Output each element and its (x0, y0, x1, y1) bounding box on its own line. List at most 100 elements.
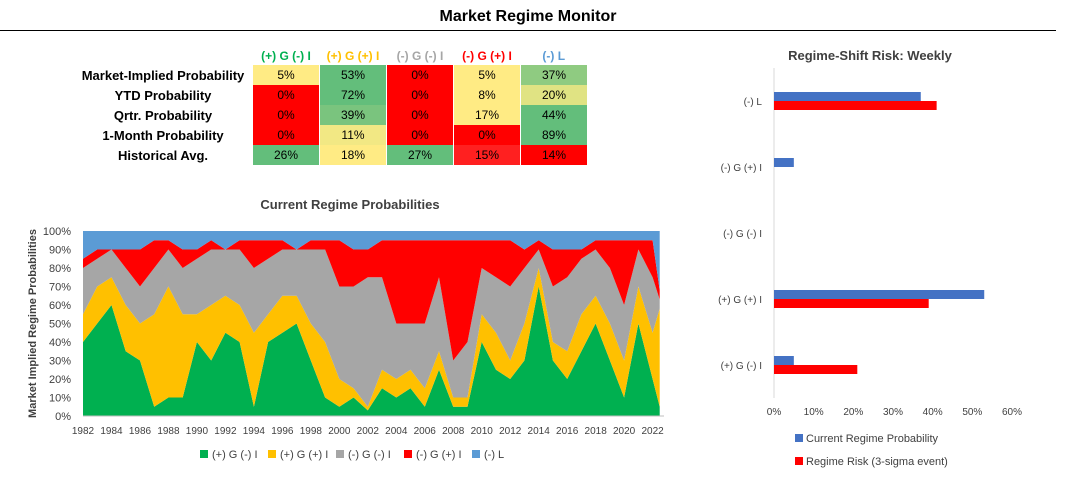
row-label: Historical Avg. (117, 147, 209, 163)
x-tick-label: 0% (767, 407, 782, 418)
column-header: (-) L (542, 49, 566, 63)
probability-cell: 53% (319, 65, 387, 85)
x-tick-label: 60% (1002, 407, 1022, 418)
table-row: 1-Month Probability 0% 11% 0% 0% 89% (74, 125, 587, 145)
row-label: YTD Probability (114, 87, 212, 103)
y-tick-label: 10% (49, 393, 71, 405)
column-header: (-) G (+) I (462, 49, 512, 63)
area-series (83, 231, 660, 291)
y-tick-label: 20% (49, 374, 71, 386)
legend-swatch (795, 457, 803, 465)
probability-cell: 5% (453, 65, 521, 85)
legend-label: (-) G (-) I (348, 449, 391, 461)
row-label: Qrtr. Probability (113, 107, 213, 123)
probability-cell: 0% (386, 85, 454, 105)
y-tick-label: 40% (49, 337, 71, 349)
legend-swatch (404, 450, 412, 458)
y-axis-label: Market Implied Regime Probabilities (27, 229, 39, 418)
regime-shift-risk-bar-chart: (-) L (-) G (+) I (-) G (-) I (+) G (+) I (+… (718, 68, 1022, 468)
legend-swatch (200, 450, 208, 458)
legend-swatch (795, 434, 803, 442)
y-tick-label: 90% (49, 245, 71, 257)
probability-cell: 0% (252, 125, 320, 145)
probability-cell: 8% (453, 85, 521, 105)
y-tick-label: 60% (49, 300, 71, 312)
bar-chart-title: Regime-Shift Risk: Weekly (788, 48, 952, 63)
area-series (83, 286, 660, 416)
x-tick-label: 20% (843, 407, 863, 418)
probability-cell: 15% (453, 145, 521, 165)
regime-probabilities-area-chart: 0% 10% 20% 30% 40% 50% 60% 70% 80% 90% 100% Market … (27, 226, 664, 461)
probability-cell: 0% (386, 105, 454, 125)
bar (774, 365, 858, 374)
y-tick-label: 100% (43, 226, 71, 238)
bar (774, 356, 794, 365)
category-label: (-) L (744, 97, 763, 108)
legend-label: Regime Risk (3-sigma event) (806, 456, 948, 468)
probability-cell: 44% (520, 105, 587, 125)
probability-cell: 37% (520, 65, 587, 85)
column-header: (+) G (+) I (326, 49, 380, 63)
x-tick-label: 1988 (157, 426, 180, 437)
legend-label: (+) G (-) I (212, 449, 258, 461)
legend-label: Current Regime Probability (806, 433, 939, 445)
x-tick-label: 40% (923, 407, 943, 418)
x-tick-label: 2020 (613, 426, 636, 437)
column-header: (-) G (-) I (396, 49, 444, 63)
probability-cell: 39% (319, 105, 387, 125)
x-tick-label: 2014 (528, 426, 551, 437)
table-row: YTD Probability 0% 72% 0% 8% 20% (74, 85, 587, 105)
probability-cell: 27% (386, 145, 454, 165)
table-row: Market-Implied Probability 5% 53% 0% 5% 37% (74, 65, 587, 85)
x-tick-label: 10% (804, 407, 824, 418)
x-tick-label: 1986 (129, 426, 152, 437)
area-chart-title: Current Regime Probabilities (260, 197, 440, 212)
x-tick-label: 2002 (357, 426, 380, 437)
probability-cell: 20% (520, 85, 587, 105)
area-series (83, 240, 660, 361)
y-tick-label: 50% (49, 319, 71, 331)
x-tick-label: 1984 (100, 426, 123, 437)
probability-cell: 0% (386, 125, 454, 145)
x-tick-label: 2010 (471, 426, 494, 437)
probability-cell: 5% (252, 65, 320, 85)
legend-swatch (268, 450, 276, 458)
probability-cell: 72% (319, 85, 387, 105)
probability-cell: 0% (252, 105, 320, 125)
x-tick-label: 2018 (585, 426, 608, 437)
row-label: 1-Month Probability (102, 127, 224, 143)
x-tick-label: 2000 (328, 426, 351, 437)
category-label: (+) G (+) I (718, 295, 762, 306)
x-tick-label: 1990 (186, 426, 209, 437)
bar (774, 158, 794, 167)
x-tick-label: 2016 (556, 426, 579, 437)
legend-swatch (472, 450, 480, 458)
legend-swatch (336, 450, 344, 458)
x-tick-label: 2006 (414, 426, 437, 437)
table-corner (74, 47, 253, 65)
probability-cell: 0% (252, 85, 320, 105)
table-row: Qrtr. Probability 0% 39% 0% 17% 44% (74, 105, 587, 125)
x-tick-label: 1996 (271, 426, 294, 437)
area-series (83, 268, 660, 411)
legend-label: (-) G (+) I (416, 449, 462, 461)
x-tick-label: 50% (962, 407, 982, 418)
area-series (83, 249, 660, 407)
column-header: (+) G (-) I (261, 49, 311, 63)
page-title: Market Regime Monitor (439, 8, 617, 25)
bar (774, 290, 985, 299)
x-tick-label: 2008 (442, 426, 465, 437)
probability-cell: 0% (453, 125, 521, 145)
category-label: (+) G (-) I (721, 361, 762, 372)
probability-cell: 18% (319, 145, 387, 165)
x-tick-label: 1982 (72, 426, 95, 437)
category-label: (-) G (-) I (723, 229, 762, 240)
probability-cell: 11% (319, 125, 387, 145)
y-tick-label: 70% (49, 282, 71, 294)
y-tick-label: 0% (55, 411, 71, 423)
probability-cell: 17% (453, 105, 521, 125)
probability-cell: 89% (520, 125, 587, 145)
title-divider (0, 30, 1056, 31)
bar (774, 299, 929, 308)
x-tick-label: 2012 (499, 426, 522, 437)
